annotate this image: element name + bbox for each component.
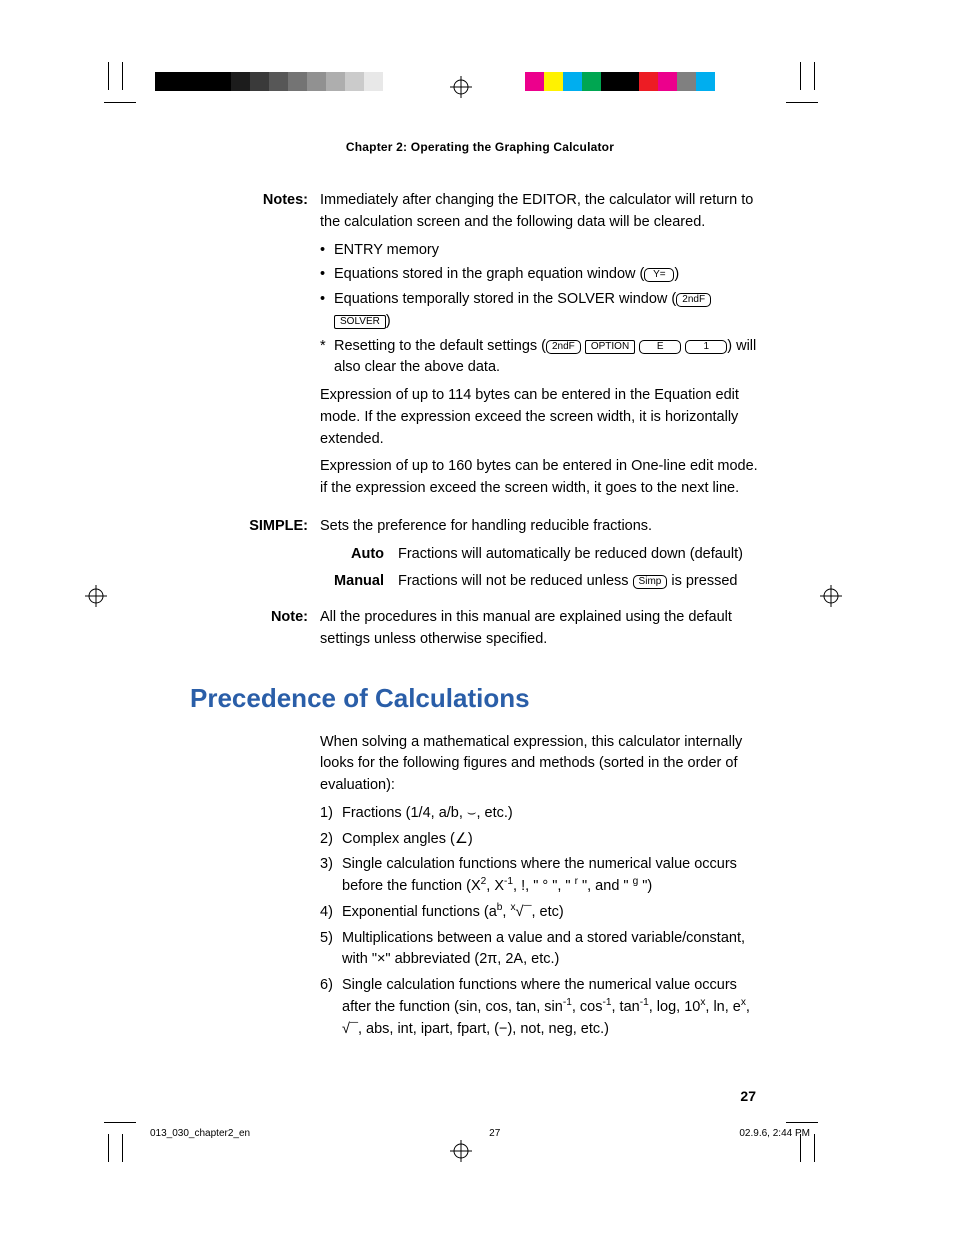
- registration-mark-top: [450, 76, 472, 98]
- notes-intro: Immediately after changing the EDITOR, t…: [320, 190, 760, 234]
- bullet-solver-equations: Equations temporally stored in the SOLVE…: [320, 289, 760, 333]
- notes-para-160: Expression of up to 160 bytes can be ent…: [320, 456, 760, 500]
- item-exponential: 4) Exponential functions (ab, x√¯, etc): [320, 902, 760, 924]
- key-option: OPTION: [585, 340, 635, 354]
- chapter-header: Chapter 2: Operating the Graphing Calcul…: [200, 138, 760, 156]
- item-fractions: 1)Fractions (1/4, a/b, ⌣, etc.): [320, 803, 760, 825]
- option-auto: Auto Fractions will automatically be red…: [320, 544, 760, 566]
- item-postfix-funcs: 3) Single calculation functions where th…: [320, 854, 760, 898]
- page-number: 27: [740, 1088, 756, 1104]
- simple-label: SIMPLE:: [200, 516, 320, 601]
- precedence-list: 1)Fractions (1/4, a/b, ⌣, etc.) 2)Comple…: [320, 803, 760, 1041]
- notes-para-114: Expression of up to 114 bytes can be ent…: [320, 385, 760, 450]
- note-label: Note:: [200, 607, 320, 651]
- footer-file: 013_030_chapter2_en: [150, 1128, 250, 1139]
- key-1: 1: [685, 340, 727, 354]
- notes-body: Immediately after changing the EDITOR, t…: [320, 190, 760, 506]
- content-area: Chapter 2: Operating the Graphing Calcul…: [200, 138, 760, 1048]
- note-block: Note: All the procedures in this manual …: [200, 607, 760, 651]
- simple-intro: Sets the preference for handling reducib…: [320, 516, 760, 538]
- footer-page: 27: [489, 1128, 500, 1139]
- footer-date: 02.9.6, 2:44 PM: [739, 1128, 810, 1139]
- precedence-body: When solving a mathematical expression, …: [320, 732, 760, 1045]
- bullet-entry-memory: ENTRY memory: [320, 240, 760, 262]
- registration-mark-bottom: [450, 1140, 472, 1162]
- gray-step-wedge: [155, 72, 383, 91]
- key-y-equals: Y=: [644, 268, 674, 282]
- simple-options: Auto Fractions will automatically be red…: [320, 544, 760, 594]
- option-auto-label: Auto: [320, 544, 398, 566]
- footer: 013_030_chapter2_en 27 02.9.6, 2:44 PM: [150, 1128, 810, 1139]
- key-e: E: [639, 340, 681, 354]
- bullet-graph-equations: Equations stored in the graph equation w…: [320, 264, 760, 286]
- notes-label: Notes:: [200, 190, 320, 506]
- precedence-intro: When solving a mathematical expression, …: [320, 732, 760, 797]
- option-manual-text: Fractions will not be reduced unless Sim…: [398, 571, 760, 593]
- key-2ndf: 2ndF: [676, 293, 711, 307]
- simple-body: Sets the preference for handling reducib…: [320, 516, 760, 601]
- key-solver: SOLVER: [334, 315, 386, 329]
- color-bar: [525, 72, 715, 91]
- page: Chapter 2: Operating the Graphing Calcul…: [0, 0, 954, 1235]
- precedence-block: When solving a mathematical expression, …: [200, 732, 760, 1045]
- note-text: All the procedures in this manual are ex…: [320, 607, 760, 651]
- notes-block: Notes: Immediately after changing the ED…: [200, 190, 760, 506]
- item-implied-mult: 5)Multiplications between a value and a …: [320, 928, 760, 972]
- item-complex-angles: 2)Complex angles (∠): [320, 829, 760, 851]
- simple-block: SIMPLE: Sets the preference for handling…: [200, 516, 760, 601]
- notes-bullets: ENTRY memory Equations stored in the gra…: [320, 240, 760, 380]
- option-auto-text: Fractions will automatically be reduced …: [398, 544, 760, 566]
- registration-mark-left: [85, 585, 107, 607]
- key-2ndf-2: 2ndF: [546, 340, 581, 354]
- item-prefix-funcs: 6) Single calculation functions where th…: [320, 975, 760, 1040]
- key-simp: Simp: [633, 575, 668, 589]
- option-manual-label: Manual: [320, 571, 398, 593]
- registration-mark-right: [820, 585, 842, 607]
- bullet-reset: Resetting to the default settings (2ndF …: [320, 336, 760, 380]
- section-heading: Precedence of Calculations: [190, 679, 760, 718]
- option-manual: Manual Fractions will not be reduced unl…: [320, 571, 760, 593]
